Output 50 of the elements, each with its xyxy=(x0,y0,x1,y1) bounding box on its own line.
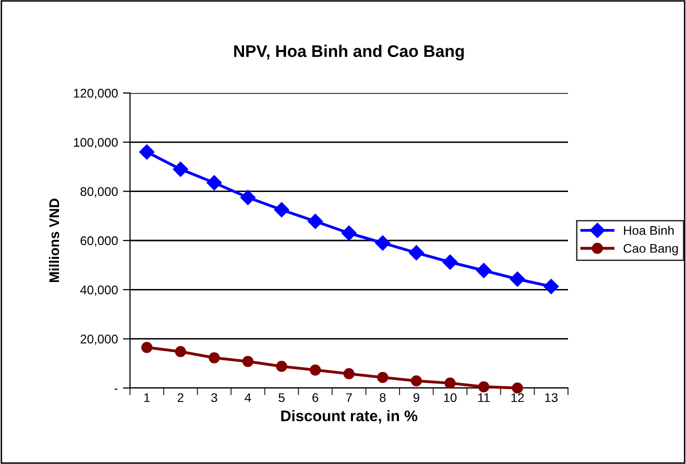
x-tick-label: 7 xyxy=(346,393,352,402)
y-tick-label: 40,000 xyxy=(80,285,118,296)
x-tick-label: 8 xyxy=(380,393,386,402)
point xyxy=(206,175,222,190)
point xyxy=(512,382,524,394)
y-tick-label: 20,000 xyxy=(80,334,118,345)
point xyxy=(544,278,559,294)
point xyxy=(410,375,422,386)
y-tick-label: 60,000 xyxy=(80,236,118,247)
x-tick-label: 9 xyxy=(413,393,420,402)
point xyxy=(174,346,186,358)
x-tick-label: 13 xyxy=(545,393,558,402)
legend-label: Hoa Binh xyxy=(624,226,674,235)
y-tick-label: 80,000 xyxy=(80,187,118,198)
y-tick-label: 100,000 xyxy=(74,138,118,148)
point xyxy=(442,254,458,270)
point xyxy=(343,368,355,380)
point xyxy=(240,190,256,206)
x-tick-label: 2 xyxy=(178,393,184,402)
point xyxy=(276,360,288,372)
point xyxy=(444,378,456,389)
x-tick-label: 4 xyxy=(244,393,252,402)
point xyxy=(510,272,526,287)
point xyxy=(478,381,490,392)
chart-title: NPV, Hoa Binh and Cao Bang xyxy=(234,44,464,60)
point xyxy=(242,356,254,368)
point xyxy=(408,245,424,260)
y-tick-label: 120,000 xyxy=(74,88,118,100)
point xyxy=(310,364,321,376)
y-tick-label: - xyxy=(114,388,118,390)
y-axis-title: Millions VND xyxy=(48,198,60,282)
point xyxy=(274,202,290,218)
x-tick-label: 1 xyxy=(144,393,150,402)
legend-label: Cao Bang xyxy=(624,244,678,256)
x-tick-label: 12 xyxy=(511,393,524,402)
point xyxy=(476,262,492,278)
point xyxy=(377,372,388,383)
point xyxy=(141,342,152,353)
x-tick-label: 10 xyxy=(444,393,457,402)
x-tick-label: 5 xyxy=(278,393,285,402)
point xyxy=(139,144,154,160)
x-axis-title: Discount rate, in % xyxy=(281,410,418,424)
x-tick-label: 3 xyxy=(211,393,218,402)
point xyxy=(341,226,357,241)
point xyxy=(308,214,323,229)
point xyxy=(375,235,390,251)
x-tick-label: 11 xyxy=(478,393,490,402)
point xyxy=(208,352,220,364)
x-tick-label: 6 xyxy=(312,393,318,402)
point xyxy=(172,162,188,177)
